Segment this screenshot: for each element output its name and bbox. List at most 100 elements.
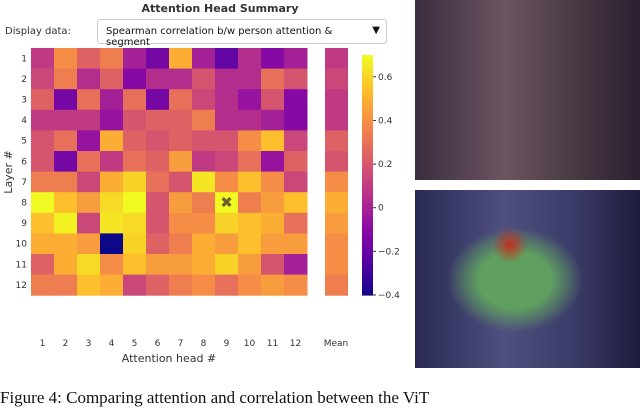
heatmap-cell[interactable]	[284, 151, 308, 173]
heatmap-cell[interactable]	[261, 192, 285, 214]
heatmap-cell[interactable]	[261, 68, 285, 90]
heatmap-cell[interactable]	[31, 89, 55, 111]
heatmap-cell[interactable]	[31, 171, 55, 193]
heatmap-cell[interactable]	[192, 171, 216, 193]
heatmap-cell[interactable]	[123, 48, 147, 70]
heatmap-cell[interactable]	[54, 68, 78, 90]
heatmap-cell[interactable]	[31, 274, 55, 296]
heatmap-cell[interactable]	[54, 212, 78, 234]
heatmap-cell[interactable]	[31, 212, 55, 234]
heatmap-cell[interactable]	[100, 274, 124, 296]
heatmap-cell[interactable]	[54, 254, 78, 276]
heatmap-cell[interactable]	[123, 274, 147, 296]
mean-cell[interactable]	[325, 130, 348, 152]
heatmap-cell[interactable]	[100, 212, 124, 234]
mean-cell[interactable]	[325, 274, 348, 296]
mean-cell[interactable]	[325, 89, 348, 111]
heatmap-cell[interactable]	[169, 192, 193, 214]
heatmap-cell[interactable]	[261, 274, 285, 296]
mean-cell[interactable]	[325, 68, 348, 90]
heatmap-cell[interactable]	[146, 274, 170, 296]
heatmap-cell[interactable]	[261, 171, 285, 193]
heatmap-cell[interactable]	[169, 130, 193, 152]
heatmap-cell[interactable]	[215, 130, 239, 152]
heatmap-cell[interactable]	[238, 48, 262, 70]
heatmap-cell[interactable]	[192, 109, 216, 131]
heatmap-cell[interactable]	[146, 151, 170, 173]
heatmap-cell[interactable]	[215, 274, 239, 296]
heatmap-cell[interactable]	[146, 171, 170, 193]
heatmap-cell[interactable]	[100, 151, 124, 173]
heatmap-cell[interactable]	[123, 233, 147, 255]
heatmap-cell[interactable]	[31, 151, 55, 173]
heatmap-cell[interactable]	[215, 171, 239, 193]
heatmap-cell[interactable]	[123, 89, 147, 111]
heatmap-cell[interactable]	[169, 171, 193, 193]
heatmap-cell[interactable]	[100, 233, 124, 255]
heatmap-cell[interactable]	[238, 68, 262, 90]
heatmap-cell[interactable]	[77, 109, 101, 131]
heatmap-cell[interactable]	[284, 192, 308, 214]
heatmap-cell[interactable]	[54, 171, 78, 193]
heatmap-cell[interactable]	[284, 212, 308, 234]
heatmap-cell[interactable]	[100, 130, 124, 152]
heatmap-cell[interactable]	[169, 274, 193, 296]
heatmap-cell[interactable]	[284, 48, 308, 70]
heatmap-cell[interactable]	[169, 89, 193, 111]
mean-cell[interactable]	[325, 171, 348, 193]
heatmap-cell[interactable]	[54, 274, 78, 296]
display-data-dropdown[interactable]: Spearman correlation b/w person attentio…	[97, 19, 387, 48]
heatmap-cell[interactable]	[54, 233, 78, 255]
heatmap-cell[interactable]	[77, 130, 101, 152]
mean-cell[interactable]	[325, 233, 348, 255]
heatmap-cell[interactable]	[284, 274, 308, 296]
heatmap-cell[interactable]	[192, 274, 216, 296]
heatmap-cell[interactable]	[123, 151, 147, 173]
heatmap-cell[interactable]	[123, 171, 147, 193]
heatmap-cell[interactable]	[146, 68, 170, 90]
heatmap-cell[interactable]	[284, 254, 308, 276]
heatmap-cell[interactable]	[261, 151, 285, 173]
heatmap-cell[interactable]	[261, 254, 285, 276]
heatmap-cell[interactable]	[146, 130, 170, 152]
heatmap-cell[interactable]	[192, 233, 216, 255]
heatmap-cell[interactable]	[261, 233, 285, 255]
heatmap-cell[interactable]	[284, 130, 308, 152]
heatmap-cell[interactable]	[77, 89, 101, 111]
heatmap-cell[interactable]	[169, 254, 193, 276]
heatmap-cell[interactable]	[123, 254, 147, 276]
heatmap-cell[interactable]	[238, 109, 262, 131]
heatmap-cell[interactable]	[100, 171, 124, 193]
heatmap-cell[interactable]	[123, 192, 147, 214]
heatmap-cell[interactable]	[261, 130, 285, 152]
heatmap-cell[interactable]	[77, 68, 101, 90]
mean-cell[interactable]	[325, 109, 348, 131]
heatmap-cell[interactable]	[215, 151, 239, 173]
heatmap-cell[interactable]	[192, 212, 216, 234]
heatmap-cell[interactable]	[146, 109, 170, 131]
heatmap-cell[interactable]	[123, 68, 147, 90]
heatmap-cell[interactable]	[261, 109, 285, 131]
heatmap-cell[interactable]	[284, 171, 308, 193]
heatmap-cell[interactable]	[284, 109, 308, 131]
heatmap-cell[interactable]	[77, 171, 101, 193]
heatmap-cell[interactable]	[31, 109, 55, 131]
heatmap-cell[interactable]	[215, 109, 239, 131]
heatmap-cell[interactable]	[192, 254, 216, 276]
heatmap-cell[interactable]	[284, 233, 308, 255]
heatmap-cell[interactable]	[100, 109, 124, 131]
heatmap-cell[interactable]	[54, 109, 78, 131]
heatmap-cell[interactable]	[77, 151, 101, 173]
heatmap-cell[interactable]	[169, 68, 193, 90]
mean-cell[interactable]	[325, 254, 348, 276]
heatmap-cell[interactable]	[284, 68, 308, 90]
heatmap-cell[interactable]	[238, 192, 262, 214]
heatmap-cell[interactable]	[146, 233, 170, 255]
heatmap-cell[interactable]	[192, 89, 216, 111]
heatmap-cell[interactable]	[192, 151, 216, 173]
heatmap-cell[interactable]	[123, 109, 147, 131]
heatmap-cell[interactable]	[215, 48, 239, 70]
mean-cell[interactable]	[325, 48, 348, 70]
heatmap-cell[interactable]	[54, 48, 78, 70]
heatmap-cell[interactable]	[77, 192, 101, 214]
